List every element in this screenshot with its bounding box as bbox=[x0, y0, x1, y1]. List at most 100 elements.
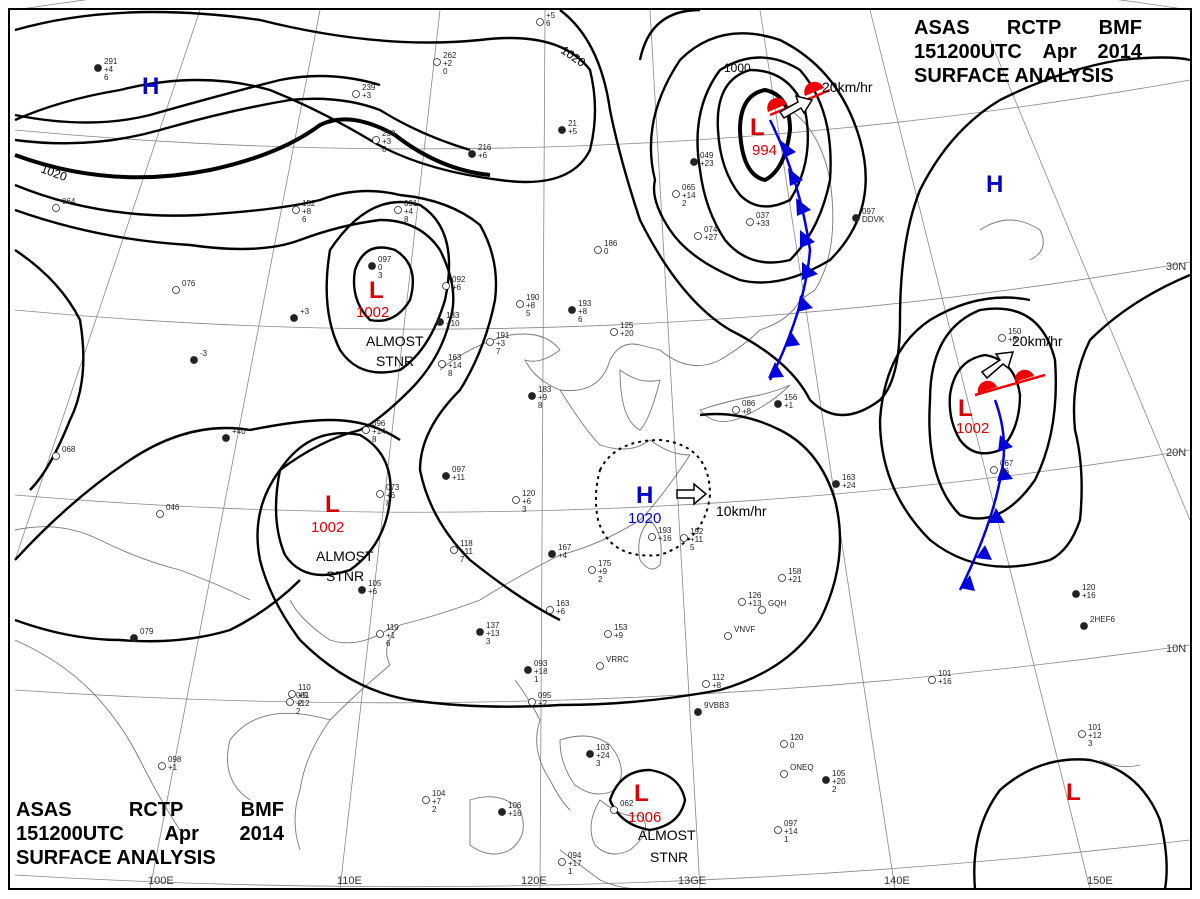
station-plot: 21+5 bbox=[558, 119, 578, 136]
station-value: +14 bbox=[448, 361, 462, 370]
station-plot: 079 bbox=[130, 627, 154, 642]
station-plot: 125+20 bbox=[610, 321, 634, 338]
station-value: +23 bbox=[700, 159, 714, 168]
station-plot: 076 bbox=[172, 279, 196, 294]
low-pressure-symbol: L bbox=[325, 491, 340, 518]
station-value: +6 bbox=[478, 151, 488, 160]
station-plot: 073+68 bbox=[376, 483, 400, 508]
system-note: STNR bbox=[326, 568, 364, 584]
station-value: 153 bbox=[614, 623, 628, 632]
station-circle-icon bbox=[780, 770, 788, 778]
station-value: 3 bbox=[378, 271, 383, 280]
station-circle-icon bbox=[594, 246, 602, 254]
station-circle-icon bbox=[524, 666, 532, 674]
station-value: +12 bbox=[1088, 731, 1102, 740]
station-plot: 262+20 bbox=[433, 51, 457, 76]
station-value: 0 bbox=[443, 67, 448, 76]
station-circle-icon bbox=[724, 632, 732, 640]
station-plot: 110+52 bbox=[288, 683, 311, 708]
station-value: 067 bbox=[1000, 459, 1014, 468]
station-value: +27 bbox=[704, 233, 718, 242]
station-value: 175 bbox=[598, 559, 612, 568]
station-circle-icon bbox=[778, 574, 786, 582]
station-circle-icon bbox=[468, 150, 476, 158]
station-value: 097 bbox=[862, 207, 876, 216]
station-value: 068 bbox=[62, 445, 76, 454]
station-circle-icon bbox=[732, 406, 740, 414]
latitude-label: 10N bbox=[1166, 643, 1186, 655]
station-circle-icon bbox=[694, 708, 702, 716]
station-plot: 095+2 bbox=[528, 691, 552, 708]
station-plot: 105+6 bbox=[358, 579, 382, 596]
station-value: +16 bbox=[1082, 591, 1096, 600]
header-time: 151200UTC bbox=[914, 41, 1022, 63]
station-value: +3 bbox=[496, 339, 506, 348]
station-value: +6 bbox=[452, 283, 462, 292]
station-plot: 046 bbox=[156, 503, 180, 518]
station-plot: GQH bbox=[758, 599, 786, 614]
station-value: +2 bbox=[538, 699, 548, 708]
station-circle-icon bbox=[52, 452, 60, 460]
station-value: +14 bbox=[784, 827, 798, 836]
station-circle-icon bbox=[190, 356, 198, 364]
station-value: 167 bbox=[558, 543, 572, 552]
station-value: +21 bbox=[788, 575, 802, 584]
station-value: 098 bbox=[168, 755, 182, 764]
station-value: 120 bbox=[790, 733, 804, 742]
station-plot: +40 bbox=[222, 427, 246, 442]
station-value: +8 bbox=[1008, 335, 1018, 344]
station-circle-icon bbox=[450, 546, 458, 554]
station-circle-icon bbox=[702, 680, 710, 688]
station-circle-icon bbox=[156, 510, 164, 518]
station-circle-icon bbox=[558, 858, 566, 866]
station-plot: 098+1 bbox=[158, 755, 182, 772]
station-value: +20 bbox=[620, 329, 634, 338]
station-plot: 103+243 bbox=[586, 743, 610, 768]
latitude-label: 20N bbox=[1166, 447, 1186, 459]
header-product-code: ASAS bbox=[914, 17, 970, 39]
station-plot: 137+133 bbox=[476, 621, 500, 646]
station-value: +8 bbox=[578, 307, 588, 316]
station-circle-icon bbox=[758, 606, 766, 614]
station-value: +8 bbox=[712, 681, 722, 690]
station-value: 093 bbox=[534, 659, 548, 668]
station-value: 192 bbox=[690, 527, 704, 536]
station-value: 037 bbox=[756, 211, 770, 220]
station-value: +4 bbox=[104, 65, 114, 74]
station-value: +1 bbox=[386, 631, 396, 640]
station-plot: 091+48 bbox=[394, 199, 418, 224]
station-circle-icon bbox=[512, 496, 520, 504]
station-value: 0 bbox=[604, 247, 609, 256]
station-plot: 096+148 bbox=[362, 419, 386, 444]
station-value: +14 bbox=[682, 191, 696, 200]
station-value: +6 bbox=[368, 587, 378, 596]
station-value: 065 bbox=[682, 183, 696, 192]
station-value: 062 bbox=[620, 799, 634, 808]
station-value: 6 bbox=[546, 19, 551, 28]
station-value: 101 bbox=[938, 669, 952, 678]
station-value: +9 bbox=[538, 393, 548, 402]
station-plot: 068 bbox=[52, 445, 76, 460]
station-plot: 086+8 bbox=[732, 399, 756, 416]
station-value: 150 bbox=[1008, 327, 1022, 336]
station-plot: 037+33 bbox=[746, 211, 770, 228]
station-value: 152 bbox=[302, 199, 316, 208]
station-value: 2HEF6 bbox=[1090, 615, 1115, 624]
station-circle-icon bbox=[352, 90, 360, 98]
station-plot: 126+13 bbox=[738, 591, 762, 608]
header-source: BMF bbox=[1098, 17, 1142, 39]
station-plot: 191+37 bbox=[486, 331, 510, 356]
lat-lon-grid bbox=[14, 0, 1191, 890]
station-value: +3 bbox=[362, 91, 372, 100]
station-plot: 120+63 bbox=[512, 489, 536, 514]
station-value: 074 bbox=[704, 225, 718, 234]
station-value: 186 bbox=[604, 239, 618, 248]
station-circle-icon bbox=[286, 698, 294, 706]
station-circle-icon bbox=[476, 628, 484, 636]
station-value: 097 bbox=[784, 819, 798, 828]
station-value: 092 bbox=[452, 275, 466, 284]
station-circle-icon bbox=[422, 796, 430, 804]
station-value: +11 bbox=[690, 535, 704, 544]
station-value: +3 bbox=[300, 307, 310, 316]
